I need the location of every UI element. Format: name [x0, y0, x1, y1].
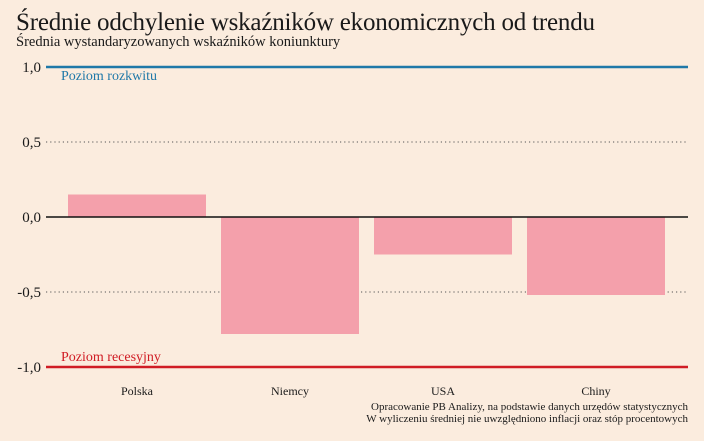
source-line: Opracowanie PB Analizy, na podstawie dan… — [371, 401, 688, 413]
y-tick-label: 0,0 — [22, 210, 41, 226]
x-tick-label: Chiny — [581, 384, 610, 398]
y-tick-label: 1,0 — [22, 60, 41, 76]
reference-line-label: Poziom recesyjny — [61, 350, 161, 365]
x-tick-label: Polska — [121, 384, 154, 398]
reference-line-label: Poziom rozkwitu — [61, 69, 157, 84]
bar — [68, 194, 206, 217]
y-tick-label: 0,5 — [22, 135, 41, 151]
chart-title: Średnie odchylenie wskaźników ekonomiczn… — [16, 9, 595, 36]
chart-subtitle: Średnia wystandaryzowanych wskaźników ko… — [16, 34, 341, 50]
x-tick-label: USA — [431, 384, 455, 398]
bar — [221, 217, 359, 334]
bar — [374, 217, 512, 255]
x-tick-label: Niemcy — [271, 384, 309, 398]
y-tick-label: -1,0 — [17, 360, 41, 376]
y-tick-label: -0,5 — [17, 285, 41, 301]
source-note: Opracowanie PB Analizy, na podstawie dan… — [366, 401, 688, 425]
bar — [527, 217, 665, 295]
methodology-note: W wyliczeniu średniej nie uwzględniono i… — [366, 413, 688, 425]
